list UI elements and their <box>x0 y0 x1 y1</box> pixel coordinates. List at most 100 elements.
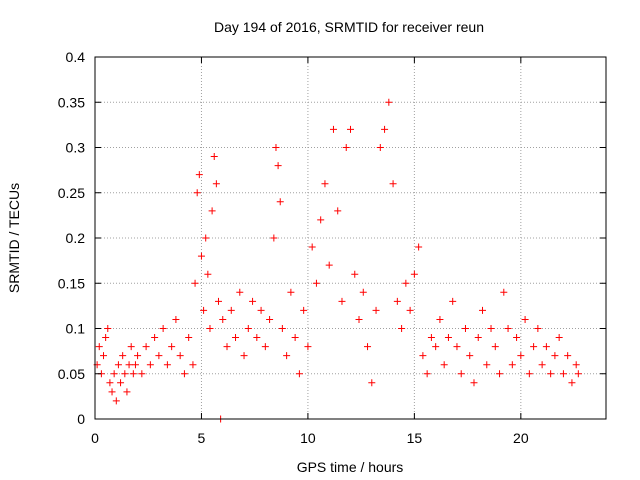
data-point <box>572 361 580 369</box>
data-point <box>457 370 465 378</box>
data-point <box>355 315 363 323</box>
grid-lines <box>95 57 606 419</box>
data-point <box>402 279 410 287</box>
data-point <box>300 306 308 314</box>
x-tick-label: 20 <box>513 430 529 446</box>
y-tick-label: 0.25 <box>58 185 85 201</box>
data-point <box>261 343 269 351</box>
data-point <box>342 144 350 151</box>
data-point <box>574 370 582 378</box>
data-point <box>257 306 265 314</box>
data-point <box>287 288 295 296</box>
y-tick-label: 0.1 <box>66 321 86 337</box>
x-tick-label: 15 <box>407 430 423 446</box>
data-point <box>517 352 525 360</box>
data-point <box>500 288 508 296</box>
data-point <box>270 234 278 242</box>
data-point <box>466 352 474 360</box>
data-point <box>436 315 444 323</box>
data-point <box>406 306 414 314</box>
data-point <box>427 334 435 342</box>
data-point <box>223 343 231 351</box>
data-point <box>227 306 235 314</box>
data-point <box>317 216 325 224</box>
x-tick-label: 0 <box>91 430 99 446</box>
data-point <box>568 379 576 387</box>
data-point <box>525 370 533 378</box>
data-point <box>119 352 127 360</box>
data-point <box>210 153 218 161</box>
data-point <box>325 261 333 269</box>
data-point <box>172 315 180 323</box>
data-point <box>236 288 244 296</box>
data-point <box>347 125 354 133</box>
data-point <box>423 370 431 378</box>
data-point <box>295 370 303 378</box>
data-point <box>521 315 529 323</box>
data-point <box>123 388 131 396</box>
data-point <box>564 352 572 360</box>
data-point <box>112 397 120 405</box>
data-point <box>197 252 205 260</box>
data-point <box>291 334 299 342</box>
data-point <box>214 297 222 305</box>
y-tick-label: 0.35 <box>58 94 85 110</box>
data-point <box>338 297 346 305</box>
data-point <box>131 361 139 369</box>
data-point <box>110 370 118 378</box>
data-point <box>393 297 401 305</box>
data-point <box>202 234 210 242</box>
data-point <box>151 334 159 342</box>
data-point <box>461 325 469 332</box>
data-point <box>547 370 555 378</box>
data-point <box>415 243 423 251</box>
y-tick-label: 0.2 <box>66 230 86 246</box>
data-point <box>134 352 142 360</box>
axis-ticks: 0 5 10 15 20 0 0.05 0.1 0.15 0.2 0.25 0.3 0.35 0.4 <box>58 49 606 446</box>
data-point <box>212 180 220 188</box>
data-point <box>189 361 197 369</box>
data-point <box>274 162 282 170</box>
data-point <box>191 279 199 287</box>
data-point <box>253 334 261 342</box>
y-tick-label: 0.15 <box>58 275 85 291</box>
data-point <box>381 125 389 133</box>
data-point <box>168 343 176 351</box>
data-point <box>479 306 487 314</box>
data-point <box>121 370 129 378</box>
data-point <box>200 306 208 314</box>
data-point <box>125 361 133 369</box>
data-point <box>376 144 384 151</box>
data-point <box>440 361 448 369</box>
data-point <box>474 334 482 342</box>
data-point <box>138 370 146 378</box>
data-point <box>432 343 440 351</box>
y-tick-label: 0.3 <box>66 140 86 156</box>
data-point <box>117 379 125 387</box>
data-point <box>559 370 567 378</box>
data-point <box>240 352 248 360</box>
data-point <box>176 352 184 360</box>
data-point <box>244 325 252 332</box>
data-points <box>93 98 582 423</box>
data-point <box>491 343 499 351</box>
data-point <box>204 270 212 278</box>
data-point <box>104 325 112 332</box>
data-point <box>129 370 137 378</box>
data-point <box>108 388 116 396</box>
data-point <box>351 270 359 278</box>
data-point <box>266 315 274 323</box>
data-point <box>483 361 491 369</box>
chart-title: Day 194 of 2016, SRMTID for receiver reu… <box>214 19 484 35</box>
data-point <box>470 379 478 387</box>
data-point <box>106 379 114 387</box>
data-point <box>513 334 521 342</box>
data-point <box>487 325 495 332</box>
data-point <box>278 325 286 332</box>
data-point <box>100 352 108 360</box>
data-point <box>321 180 329 188</box>
data-point <box>193 189 201 197</box>
data-point <box>142 343 150 351</box>
data-point <box>453 343 461 351</box>
